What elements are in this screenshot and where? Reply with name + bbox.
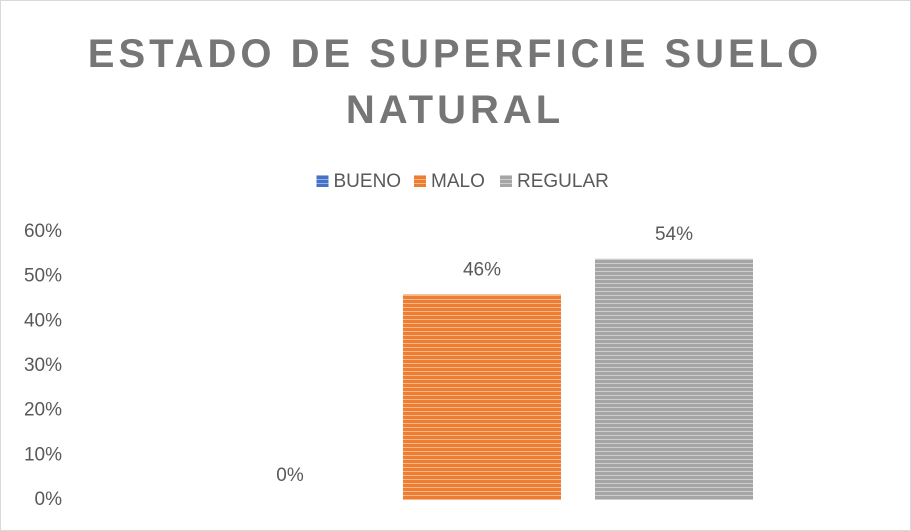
y-tick-label: 10%	[24, 444, 62, 465]
y-tick-label: 40%	[24, 310, 62, 331]
legend-swatch	[414, 175, 426, 187]
data-label: 54%	[655, 224, 693, 245]
chart-title: ESTADO DE SUPERFICIE SUELO NATURAL	[87, 32, 823, 132]
y-tick-label: 20%	[24, 400, 62, 421]
data-label: 46%	[463, 260, 501, 281]
y-tick-label: 60%	[24, 221, 62, 242]
legend-swatch	[500, 175, 512, 187]
legend: BUENO MALO REGULAR	[316, 171, 609, 192]
legend-swatch	[316, 175, 329, 187]
legend-label: BUENO	[334, 171, 402, 192]
legend-label: MALO	[431, 171, 485, 192]
y-tick-label: 30%	[24, 355, 62, 376]
bar	[403, 294, 561, 500]
bar	[595, 258, 753, 500]
y-tick-label: 0%	[35, 489, 63, 510]
data-label: 0%	[276, 465, 304, 486]
y-tick-label: 50%	[24, 266, 62, 287]
legend-label: REGULAR	[517, 171, 609, 192]
